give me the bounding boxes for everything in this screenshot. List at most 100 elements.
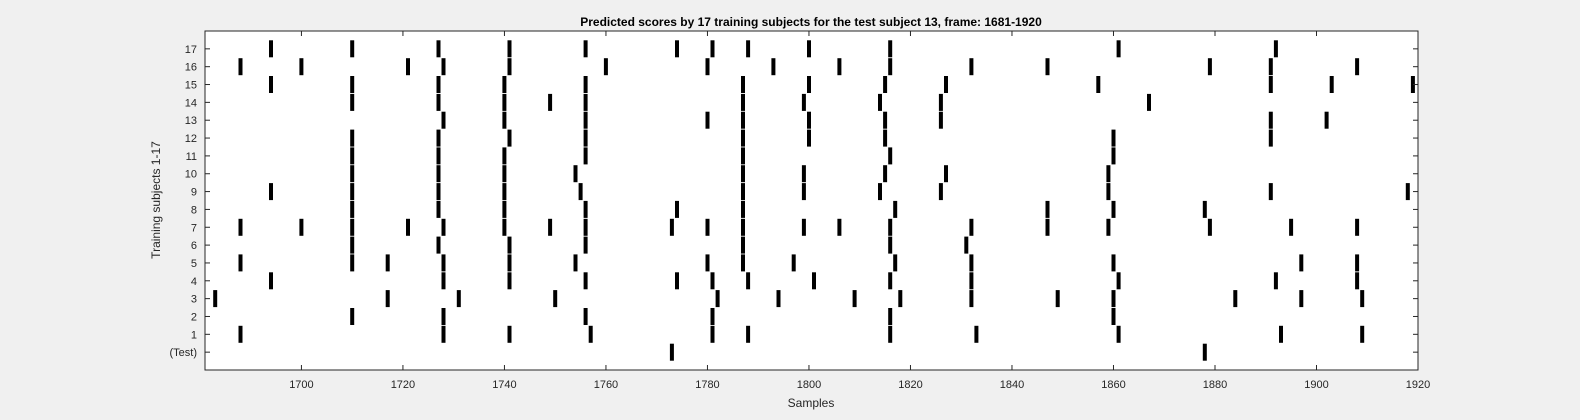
event-mark [969,290,974,308]
y-tick-label: 4 [191,276,197,288]
event-mark [350,76,355,93]
event-mark [1116,325,1121,343]
event-mark [385,290,390,308]
event-mark [1360,290,1365,308]
event-mark [588,325,593,343]
event-mark [1233,290,1238,308]
event-mark [888,308,893,325]
event-mark [350,129,355,147]
event-mark [893,200,898,218]
y-tick-label: 15 [185,80,197,92]
event-mark [350,218,355,236]
event-mark [1405,183,1410,201]
event-mark [1202,343,1207,361]
event-mark [888,147,893,165]
y-tick-label: 11 [186,151,197,163]
event-mark [573,254,578,272]
event-mark [406,218,410,236]
event-mark [269,40,273,58]
event-mark [1355,254,1360,272]
event-mark [883,111,888,129]
event-mark [675,200,679,218]
event-mark [746,40,751,58]
event-mark [507,40,512,58]
event-mark [507,58,512,76]
event-mark [741,111,745,129]
event-mark [1410,76,1415,93]
event-mark [1268,111,1273,129]
event-mark [710,325,715,343]
event-mark [883,76,888,93]
event-mark [1299,290,1304,308]
event-mark [771,58,776,76]
event-mark [583,129,588,147]
event-mark [669,218,674,236]
event-mark [746,272,751,290]
event-mark [350,147,355,165]
event-mark [578,183,583,201]
event-mark [441,254,446,272]
y-tick-label: 1 [191,329,197,341]
event-mark [502,111,507,129]
event-mark [385,254,390,272]
event-mark [1268,76,1273,93]
event-mark [1207,218,1212,236]
event-mark [893,254,898,272]
event-mark [710,308,715,325]
event-mark [502,76,507,93]
event-mark [573,165,578,183]
event-mark [1268,183,1273,201]
event-mark [964,236,969,254]
event-mark [553,290,558,308]
event-mark [1329,76,1334,93]
event-mark [938,93,943,111]
y-tick-label: 5 [191,258,197,270]
y-tick-label: 2 [191,311,197,323]
event-mark [746,325,751,343]
event-mark [406,58,410,76]
event-mark [1045,218,1050,236]
event-mark [807,111,811,129]
event-mark [883,129,888,147]
event-mark [507,325,512,343]
event-mark [350,254,355,272]
raster-marks [213,40,1415,361]
x-tick-label: 1840 [1000,379,1024,391]
event-mark [1355,272,1360,290]
event-mark [888,236,893,254]
y-tick-label: 8 [191,204,197,216]
event-mark [350,40,355,58]
event-mark [1355,58,1360,76]
y-tick-label: 3 [191,294,197,306]
x-tick-label: 1740 [492,379,516,391]
event-mark [1268,58,1273,76]
event-mark [583,200,588,218]
event-mark [1111,147,1116,165]
event-mark [436,183,441,201]
event-mark [705,58,710,76]
event-mark [350,93,355,111]
event-mark [812,272,816,290]
event-mark [741,165,745,183]
event-mark [1111,129,1116,147]
event-mark [675,272,679,290]
event-mark [883,165,888,183]
event-mark [741,254,745,272]
event-mark [807,129,811,147]
event-mark [888,272,893,290]
event-mark [1116,272,1121,290]
event-mark [888,58,893,76]
event-mark [710,40,715,58]
y-tick-label: 10 [185,169,197,181]
event-mark [1111,290,1116,308]
chart-title: Predicted scores by 17 training subjects… [580,15,1042,29]
event-mark [436,165,441,183]
event-mark [807,76,811,93]
event-mark [502,147,507,165]
event-mark [791,254,796,272]
event-mark [436,40,441,58]
event-mark [715,290,720,308]
event-mark [441,308,446,325]
event-mark [583,218,588,236]
event-mark [507,236,512,254]
